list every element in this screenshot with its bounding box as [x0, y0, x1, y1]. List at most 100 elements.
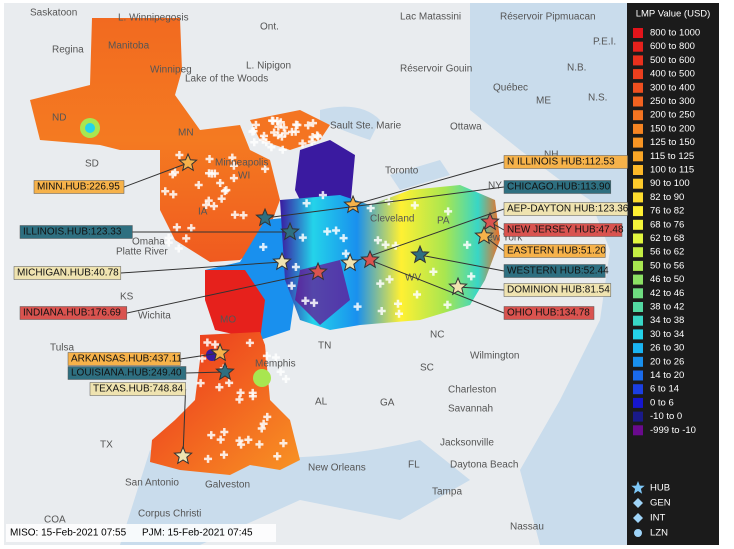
legend-label: 300 to 400	[650, 82, 695, 93]
node-marker	[281, 374, 290, 383]
legend-symbol-label: LZN	[650, 528, 668, 539]
node-marker	[323, 227, 332, 236]
place-label: NY	[488, 181, 502, 192]
node-marker	[204, 196, 213, 205]
node-marker	[298, 233, 307, 242]
place-label: Ont.	[260, 22, 279, 33]
place-label: Savannah	[448, 404, 493, 415]
node-marker	[194, 181, 203, 190]
node-marker	[230, 210, 239, 219]
node-marker	[257, 424, 266, 433]
legend-swatch	[633, 260, 643, 271]
node-marker	[225, 378, 234, 387]
node-marker	[172, 223, 181, 232]
lakes	[320, 106, 450, 190]
place-label: SD	[85, 159, 99, 170]
node-marker	[236, 388, 245, 397]
hub-leader	[419, 254, 505, 272]
legend-symbol	[633, 498, 643, 508]
place-label: Jacksonville	[440, 438, 494, 449]
node-marker	[211, 340, 220, 349]
hub-star	[210, 342, 230, 362]
node-marker	[245, 338, 254, 347]
legend-swatch	[633, 315, 643, 326]
miso-south-region	[150, 332, 300, 475]
legend-label: 500 to 600	[650, 55, 695, 66]
hub-star	[480, 211, 500, 231]
legend-swatch	[633, 302, 643, 312]
legend-swatch	[633, 192, 643, 203]
node-marker	[216, 179, 225, 188]
place-label: Omaha	[132, 237, 165, 248]
hub-star	[215, 361, 235, 381]
hub-label: TEXAS.HUB:748.84	[93, 384, 183, 395]
node-marker	[310, 298, 319, 307]
missouri-region	[205, 270, 265, 340]
hub-star	[360, 249, 380, 269]
hub-label-bg	[503, 244, 606, 258]
legend-swatch	[633, 397, 643, 408]
place-label: WI	[238, 171, 250, 182]
node-marker	[217, 194, 226, 203]
legend-swatch	[633, 274, 643, 285]
hub-leader	[182, 388, 187, 457]
place-label: Lac Matassini	[400, 12, 461, 23]
hub-leader	[180, 352, 221, 360]
place-label: KS	[120, 292, 134, 303]
node-marker	[429, 267, 438, 276]
hub-label-bg	[67, 352, 181, 366]
legend-label: 50 to 56	[650, 260, 684, 271]
legend-label: 6 to 14	[650, 384, 679, 395]
hub-label: MINN.HUB:226.95	[37, 182, 120, 193]
legend-swatch	[633, 110, 643, 121]
node-marker	[250, 138, 259, 147]
legend-label: 82 to 90	[650, 192, 684, 203]
node-marker	[393, 299, 402, 308]
legend-swatch	[633, 329, 643, 340]
place-label: PA	[437, 216, 450, 227]
hub-label: NEW JERSEY HUB:47.48	[507, 225, 624, 236]
hub-label: EASTERN HUB:51.20	[507, 246, 606, 257]
legend-swatch	[633, 288, 643, 299]
node-marker	[395, 309, 404, 318]
node-marker	[278, 145, 287, 154]
node-marker	[304, 121, 313, 130]
legend-swatch	[633, 206, 643, 217]
node-marker	[239, 211, 248, 220]
hub-label-bg	[33, 180, 125, 194]
legend-swatch	[633, 233, 643, 244]
hub-star	[280, 221, 300, 241]
node-marker	[339, 234, 348, 243]
place-label: Sault Ste. Marie	[330, 121, 402, 132]
place-label: AL	[315, 397, 328, 408]
legend-label: 20 to 26	[650, 356, 684, 367]
place-label: Wilmington	[470, 351, 519, 362]
node-marker	[262, 351, 271, 360]
node-marker	[373, 236, 382, 245]
hub-label: WESTERN HUB:52.44	[507, 266, 609, 277]
hub-label-bg	[503, 264, 606, 278]
place-label: WV	[405, 273, 421, 284]
node-marker	[443, 300, 452, 309]
node-marker	[467, 272, 476, 281]
node-marker	[204, 454, 213, 463]
legend-swatch	[633, 178, 643, 189]
node-marker	[259, 419, 268, 428]
legend-panel	[627, 3, 719, 545]
place-label: Manitoba	[108, 41, 150, 52]
place-label: Daytona Beach	[450, 460, 518, 471]
miso-north-region	[30, 18, 280, 262]
node-marker	[182, 234, 191, 243]
node-marker	[302, 199, 311, 208]
node-marker	[220, 450, 229, 459]
legend-label: 600 to 800	[650, 41, 695, 52]
node-marker	[287, 127, 296, 136]
legend-label: 250 to 300	[650, 96, 695, 107]
hub-label: DOMINION HUB:81.54	[507, 285, 610, 296]
node-marker	[235, 436, 244, 445]
legend-symbol-label: INT	[650, 513, 666, 524]
hub-label-bg	[19, 225, 133, 239]
legend-label: 68 to 76	[650, 219, 684, 230]
legend-swatch	[633, 55, 643, 66]
place-label: SC	[420, 363, 434, 374]
